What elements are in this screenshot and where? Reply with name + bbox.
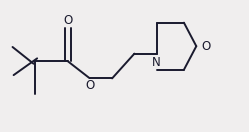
Text: N: N (152, 56, 161, 69)
Text: O: O (201, 40, 210, 53)
Text: O: O (85, 79, 94, 92)
Text: O: O (63, 14, 72, 27)
